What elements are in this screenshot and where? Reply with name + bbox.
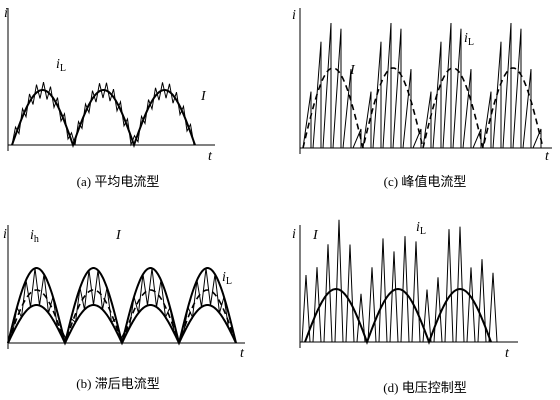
y-axis-label: i — [3, 227, 7, 242]
envelope-curve — [7, 304, 237, 346]
x-axis-label: t — [545, 149, 550, 164]
caption: (d) 电压控制型 — [383, 380, 466, 395]
label-sub: L — [60, 63, 66, 74]
label-main: I — [349, 63, 356, 78]
average-curve — [304, 287, 492, 345]
curve-label: iL — [416, 220, 426, 237]
y-axis-label: i — [292, 8, 296, 23]
label-main: i — [56, 57, 60, 72]
curve-label: iL — [56, 57, 66, 74]
label-sub: L — [468, 37, 474, 48]
label-main: i — [464, 31, 468, 46]
y-axis-label: i — [4, 6, 8, 21]
label-main: I — [115, 228, 122, 243]
inductor-current — [302, 22, 542, 149]
caption: (c) 峰值电流型 — [384, 174, 467, 189]
x-axis-label: t — [208, 149, 213, 164]
x-axis-label: t — [240, 346, 245, 361]
y-axis-label: i — [292, 227, 296, 242]
label-main: I — [200, 89, 207, 104]
curve-label: I — [200, 89, 207, 104]
curve-label: iL — [222, 270, 232, 287]
curve-label: I — [312, 228, 319, 243]
inductor-current — [301, 219, 498, 343]
inductor-current — [11, 81, 195, 147]
label-main: i — [416, 220, 420, 235]
label-main: I — [312, 228, 319, 243]
label-main: i — [222, 270, 226, 285]
curve-label: ih — [30, 228, 39, 245]
curve-label: iL — [464, 31, 474, 48]
x-axis-label: t — [505, 346, 510, 361]
curve-label: I — [349, 63, 356, 78]
caption: (a) 平均电流型 — [77, 174, 160, 189]
label-sub: L — [226, 276, 232, 287]
caption: (b) 滞后电流型 — [76, 376, 159, 391]
label-sub: h — [34, 234, 39, 245]
curve-label: I — [115, 228, 122, 243]
envelope-curve — [7, 289, 237, 346]
label-sub: L — [420, 226, 426, 237]
label-main: i — [30, 228, 34, 243]
inductor-current — [7, 268, 234, 345]
